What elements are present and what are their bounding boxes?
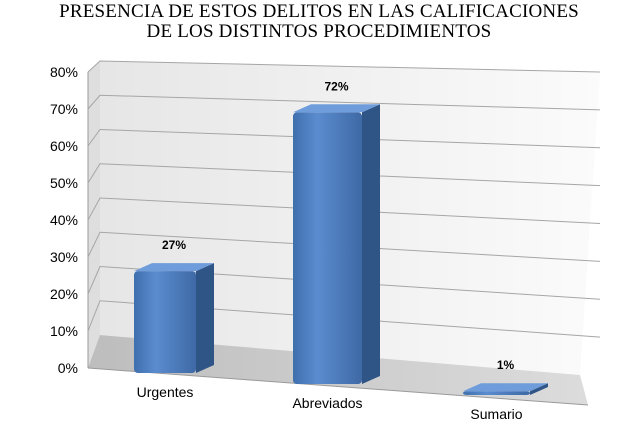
bar-side [530, 383, 548, 395]
y-tick-label: 20% [50, 286, 78, 302]
data-label: 1% [497, 358, 515, 372]
y-tick-label: 30% [50, 249, 78, 265]
category-label: Urgentes [137, 384, 194, 400]
category-label: Abreviados [292, 395, 362, 411]
bar-top [293, 104, 380, 113]
bar-side [362, 104, 380, 384]
gridline [87, 231, 601, 262]
bar-front [463, 391, 530, 395]
left-wall [88, 61, 100, 368]
gridline [87, 128, 601, 149]
y-tick-label: 70% [50, 101, 78, 117]
category-label: Sumario [470, 406, 522, 422]
bar-top [463, 383, 548, 392]
chart-title-line-2: DE LOS DISTINTOS PROCEDIMIENTOS [146, 21, 492, 42]
y-tick-label: 10% [50, 323, 78, 339]
gridline [87, 265, 601, 300]
bar-top [134, 263, 214, 272]
y-tick-label: 40% [50, 212, 78, 228]
bar-front [134, 271, 196, 373]
bar-abreviados [293, 104, 380, 384]
bar-front [293, 112, 362, 384]
bar-urgentes [134, 263, 214, 373]
data-label: 72% [324, 79, 348, 93]
y-tick-label: 50% [50, 175, 78, 191]
y-tick-label: 60% [50, 138, 78, 154]
gridline [87, 163, 601, 187]
gridline [87, 300, 601, 338]
chart-title-line-1: PRESENCIA DE ESTOS DELITOS EN LAS CALIFI… [59, 1, 579, 22]
gridline [87, 197, 601, 224]
y-tick-label: 0% [58, 360, 78, 376]
bar-sumario [463, 383, 548, 395]
data-label: 27% [162, 238, 186, 252]
gridline [87, 94, 601, 111]
bar-side [196, 263, 214, 373]
x-axis-line [87, 367, 589, 406]
gridline [87, 60, 601, 73]
y-tick-label: 80% [50, 64, 78, 80]
